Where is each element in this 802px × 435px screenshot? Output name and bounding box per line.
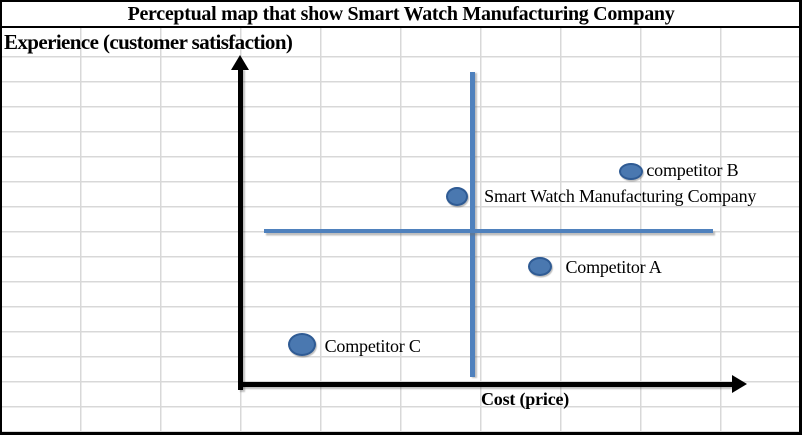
title-row-separator [0,25,802,28]
y-axis-arrow-icon [231,55,249,70]
crosshair-vertical-line [470,72,475,377]
x-axis-line [240,381,732,387]
data-point-marker [446,187,469,207]
data-point-marker [287,333,316,357]
y-axis-line [238,68,243,390]
y-axis-label: Experience (customer satisfaction) [4,30,293,54]
data-point-marker [619,162,644,180]
outer-border-top [0,0,802,2]
data-point-marker [528,257,553,277]
point-label: competitor B [646,160,739,181]
x-axis-arrow-icon [732,375,747,393]
point-label: Smart Watch Manufacturing Company [484,185,757,206]
point-label: Competitor C [324,335,421,356]
outer-border-left [0,0,2,435]
crosshair-horizontal-line [264,228,713,234]
outer-border-bottom [0,432,802,435]
point-label: Competitor A [565,256,662,277]
outer-border-right [799,0,802,435]
grid-horizontal-lines [2,55,800,433]
x-axis-label: Cost (price) [481,389,570,409]
chart-title: Perceptual map that show Smart Watch Man… [127,3,675,25]
